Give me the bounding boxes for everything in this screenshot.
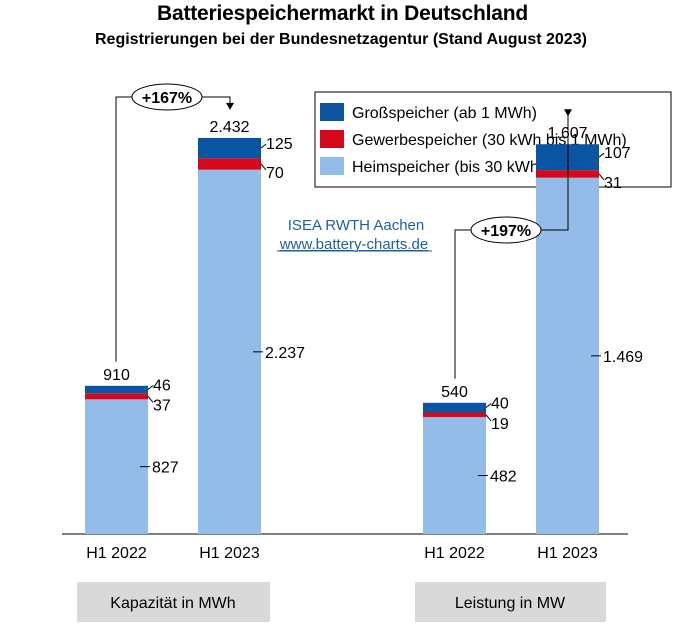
label-gewerbe-leistung-h1-2023: 31 <box>604 175 622 192</box>
label-heim-kapazitaet-h1-2023: 2.237 <box>265 345 305 362</box>
leader-gewerbe-kapazitaet-h1-2022 <box>147 395 154 403</box>
legend-swatch-gewerbe <box>320 130 344 148</box>
label-total-kapazitaet-h1-2023: 2.432 <box>209 119 249 136</box>
bar-heim-kapazitaet-h1-2022 <box>85 399 148 534</box>
label-heim-leistung-h1-2022: 482 <box>490 469 517 486</box>
x-tick-kapazitaet-h1-2023: H1 2023 <box>199 545 260 562</box>
bar-heim-kapazitaet-h1-2023 <box>198 169 261 534</box>
label-gewerbe-kapazitaet-h1-2022: 37 <box>153 397 171 414</box>
credit-org: ISEA RWTH Aachen <box>288 217 424 234</box>
growth-label-leistung: +197% <box>481 223 531 240</box>
growth-arrow-line-leistung <box>541 110 569 231</box>
group-box-kapazitaet <box>77 582 270 622</box>
growth-badge-leistung <box>470 216 542 244</box>
bar-gross-kapazitaet-h1-2022 <box>85 385 148 394</box>
group-box-leistung <box>415 582 606 622</box>
x-tick-leistung-h1-2023: H1 2023 <box>537 545 598 562</box>
bar-gewerbe-kapazitaet-h1-2022 <box>85 393 148 400</box>
x-tick-kapazitaet-h1-2022: H1 2022 <box>86 545 147 562</box>
leader-gross-kapazitaet-h1-2022 <box>147 385 154 390</box>
leader-gewerbe-leistung-h1-2023 <box>598 173 605 181</box>
legend-label-heim: Heimspeicher (bis 30 kWh) <box>352 159 544 176</box>
bar-heim-leistung-h1-2022 <box>423 417 486 534</box>
label-heim-kapazitaet-h1-2022: 827 <box>152 460 179 477</box>
label-gewerbe-leistung-h1-2022: 19 <box>491 416 509 433</box>
growth-connector-kapazitaet <box>115 96 132 362</box>
leader-gewerbe-leistung-h1-2022 <box>485 414 492 422</box>
growth-connector-leistung <box>454 229 471 379</box>
credit-url[interactable]: www.battery-charts.de <box>279 236 428 253</box>
growth-badge-kapazitaet <box>131 83 203 111</box>
legend-label-gross: Großspeicher (ab 1 MWh) <box>352 105 537 122</box>
leader-gross-kapazitaet-h1-2023 <box>260 143 267 149</box>
growth-arrow-head-leistung <box>564 109 572 117</box>
label-gross-kapazitaet-h1-2023: 125 <box>266 136 293 153</box>
growth-label-kapazitaet: +167% <box>142 90 192 107</box>
bar-gross-kapazitaet-h1-2023 <box>198 137 261 159</box>
group-label-kapazitaet: Kapazität in MWh <box>110 595 235 612</box>
label-heim-leistung-h1-2023: 1.469 <box>603 349 643 366</box>
growth-arrow-line-kapazitaet <box>202 96 231 104</box>
label-gross-leistung-h1-2023: 107 <box>604 145 631 162</box>
label-gross-kapazitaet-h1-2022: 46 <box>153 378 171 395</box>
label-gewerbe-kapazitaet-h1-2023: 70 <box>266 165 284 182</box>
bar-gewerbe-leistung-h1-2022 <box>423 412 486 418</box>
growth-arrow-head-kapazitaet <box>226 102 234 110</box>
group-label-leistung: Leistung in MW <box>455 595 566 612</box>
bars-layer: 910 46 37 827 H1 2022 2.432 125 70 2.237 H1 2023 +… <box>85 83 643 562</box>
legend-swatch-heim <box>320 157 344 175</box>
legend-box <box>314 91 672 188</box>
legend: Großspeicher (ab 1 MWh) Gewerbespeicher … <box>314 91 672 188</box>
label-gross-leistung-h1-2022: 40 <box>491 396 509 413</box>
chart-subtitle: Registrierungen bei der Bundesnetzagentu… <box>95 31 587 48</box>
x-tick-leistung-h1-2022: H1 2022 <box>424 545 485 562</box>
label-total-kapazitaet-h1-2022: 910 <box>103 367 130 384</box>
bar-heim-leistung-h1-2023 <box>536 177 599 534</box>
bar-gross-leistung-h1-2022 <box>423 402 486 413</box>
leader-gewerbe-kapazitaet-h1-2023 <box>260 163 267 171</box>
bar-gewerbe-kapazitaet-h1-2023 <box>198 158 261 170</box>
leader-gross-leistung-h1-2022 <box>485 403 492 409</box>
chart-title: Batteriespeichermarkt in Deutschland <box>157 2 528 25</box>
label-total-leistung-h1-2022: 540 <box>441 384 468 401</box>
legend-swatch-gross <box>320 103 344 121</box>
leader-gross-leistung-h1-2023 <box>598 152 605 158</box>
